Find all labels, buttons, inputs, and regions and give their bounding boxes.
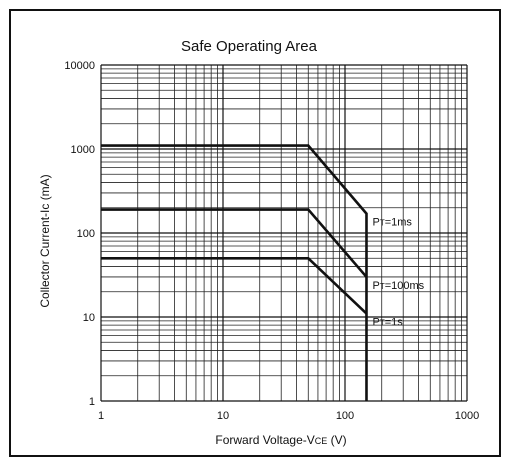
x-tick-label: 100 bbox=[336, 410, 354, 422]
series-line-3 bbox=[101, 256, 368, 315]
series-labels: PT=1ms PT=100ms PT=1s bbox=[372, 217, 424, 329]
y-tick-label: 1000 bbox=[71, 144, 95, 156]
series-label-2: PT=100ms bbox=[372, 280, 424, 292]
chart-frame: Safe Operating Area PT=1ms PT=100ms PT=1s … bbox=[9, 9, 501, 457]
x-tick-label: 10 bbox=[217, 410, 229, 422]
series-label-1: PT=1ms bbox=[372, 217, 412, 229]
series-label-3: PT=1s bbox=[372, 317, 403, 329]
y-tick-label: 10 bbox=[83, 312, 95, 324]
x-tick-label: 1000 bbox=[455, 410, 479, 422]
y-tick-label: 10000 bbox=[64, 60, 95, 72]
safe-operating-area-chart: Safe Operating Area PT=1msPT=100msPT=1s … bbox=[38, 38, 479, 447]
series-line-1 bbox=[101, 144, 368, 401]
x-tick-label: 1 bbox=[98, 410, 104, 422]
y-axis-ticks: 1 10 100 1000 10000 bbox=[64, 60, 95, 408]
x-axis-label: Forward Voltage-VCE (V) bbox=[215, 433, 346, 447]
y-axis-label: Collector Current-Ic (mA) bbox=[38, 174, 52, 307]
chart-grid bbox=[100, 64, 468, 402]
series-line-2 bbox=[101, 208, 368, 278]
y-tick-label: 100 bbox=[77, 228, 95, 240]
series-lines bbox=[101, 144, 368, 401]
chart-title: Safe Operating Area bbox=[181, 38, 318, 55]
y-tick-label: 1 bbox=[89, 396, 95, 408]
x-axis-ticks: 1 10 100 1000 bbox=[98, 410, 479, 422]
